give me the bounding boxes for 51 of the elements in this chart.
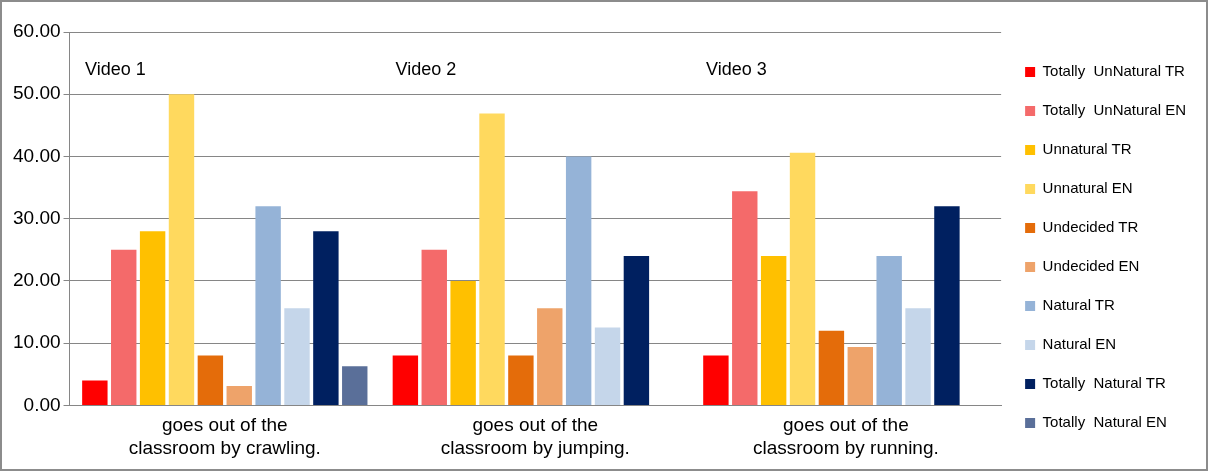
bar bbox=[421, 249, 447, 405]
bar bbox=[760, 256, 787, 405]
y-tick-label: 50.00 bbox=[13, 82, 61, 104]
bar bbox=[508, 355, 534, 405]
legend-label: Natural TR bbox=[1042, 296, 1116, 314]
y-tick-label: 20.00 bbox=[13, 269, 61, 291]
bar bbox=[313, 231, 339, 405]
bar bbox=[537, 308, 563, 405]
legend-label: Undecided TR bbox=[1042, 218, 1139, 236]
legend-label: Natural EN bbox=[1042, 335, 1116, 353]
annotation: Video 2 bbox=[395, 58, 457, 79]
y-tick-label: 60.00 bbox=[13, 20, 61, 42]
bar bbox=[876, 256, 902, 405]
bar bbox=[392, 355, 419, 405]
legend-label: Totally UnNatural TR bbox=[1042, 62, 1186, 80]
bar bbox=[82, 380, 108, 405]
bar bbox=[789, 152, 816, 405]
bar bbox=[450, 280, 476, 405]
x-tick-label: goes out of the classroom by running. bbox=[752, 414, 939, 458]
x-tick-label: goes out of the classroom by crawling. bbox=[128, 414, 321, 458]
legend-label: Totally UnNatural EN bbox=[1042, 101, 1186, 119]
bar bbox=[479, 113, 505, 405]
x-tick-label: goes out of the classroom by jumping. bbox=[440, 414, 630, 458]
legend-label: Unnatural TR bbox=[1042, 140, 1132, 158]
annotation: Video 3 bbox=[706, 58, 767, 79]
bar bbox=[847, 346, 873, 405]
bar bbox=[111, 249, 137, 405]
bar bbox=[284, 308, 310, 405]
legend-label: Totally Natural EN bbox=[1042, 413, 1167, 431]
bar bbox=[732, 191, 758, 405]
y-tick-label: 40.00 bbox=[13, 144, 61, 166]
bar bbox=[594, 327, 621, 405]
annotation: Video 1 bbox=[85, 58, 146, 79]
legend-label: Totally Natural TR bbox=[1042, 374, 1166, 392]
legend-label: Undecided EN bbox=[1042, 257, 1140, 275]
legend-label: Unnatural EN bbox=[1042, 179, 1133, 197]
bar bbox=[818, 330, 845, 405]
bar bbox=[905, 308, 931, 405]
bar bbox=[623, 256, 650, 405]
bar bbox=[168, 94, 195, 405]
bar bbox=[226, 386, 252, 405]
bar bbox=[703, 355, 729, 405]
y-tick-label: 0.00 bbox=[23, 393, 61, 415]
y-tick-label: 10.00 bbox=[13, 331, 61, 353]
bar bbox=[565, 156, 592, 405]
y-tick-label: 30.00 bbox=[13, 206, 61, 228]
bar bbox=[255, 206, 281, 405]
bar bbox=[197, 355, 224, 405]
bar bbox=[934, 206, 960, 405]
bar bbox=[342, 366, 368, 405]
bar bbox=[139, 231, 166, 405]
